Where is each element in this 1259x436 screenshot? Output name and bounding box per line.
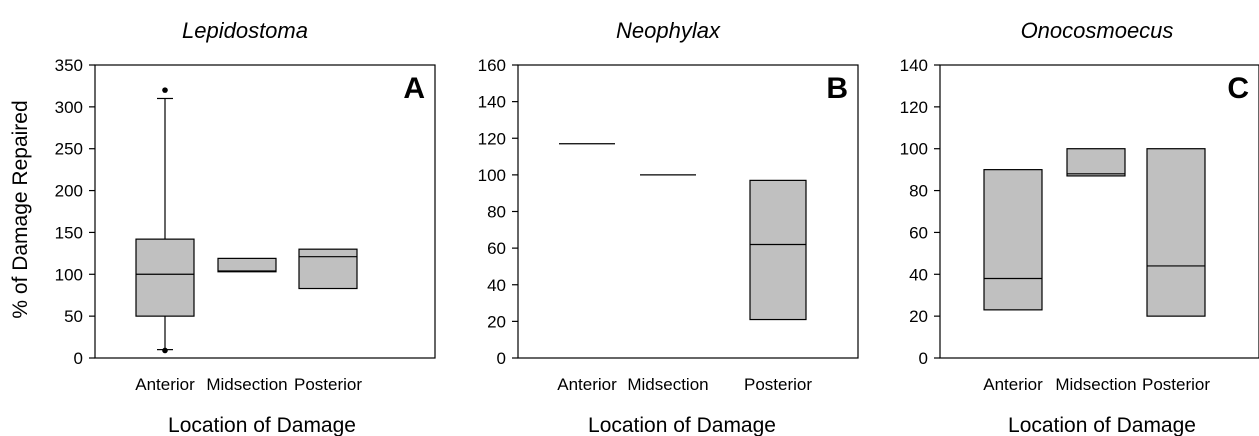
y-tick-label: 80: [487, 203, 506, 222]
x-category-label: Anterior: [983, 375, 1043, 394]
y-tick-label: 100: [478, 166, 506, 185]
box-midsection: [1066, 148, 1126, 177]
box-anterior: [983, 169, 1043, 311]
panel-label: A: [403, 72, 425, 105]
x-category-label: Posterior: [1142, 375, 1210, 394]
y-tick-label: 140: [900, 56, 928, 75]
x-category-label: Anterior: [557, 375, 617, 394]
box-body: [1146, 148, 1206, 317]
plot-frame: [94, 64, 436, 359]
y-tick-label: 60: [487, 239, 506, 258]
y-tick-label: 160: [478, 56, 506, 75]
y-tick-label: 20: [909, 307, 928, 326]
box-body: [983, 169, 1043, 311]
y-tick-label: 0: [919, 349, 928, 368]
y-tick-label: 40: [909, 265, 928, 284]
y-tick-label: 80: [909, 182, 928, 201]
panel-label: B: [826, 72, 848, 105]
y-tick-label: 20: [487, 312, 506, 331]
x-axis-title: Location of Damage: [1008, 414, 1196, 436]
y-tick-label: 60: [909, 223, 928, 242]
panel-title: Lepidostoma: [182, 18, 308, 43]
x-category-label: Anterior: [135, 375, 195, 394]
panel-c: Onocosmoecus C 0 20 40 60 80 100 120 140 Anterior M…: [900, 18, 1259, 436]
box-anterior: [135, 87, 195, 354]
panel-title: Onocosmoecus: [1021, 18, 1174, 43]
y-tick-label: 50: [64, 307, 83, 326]
box-body: [135, 238, 195, 317]
y-tick-label: 0: [74, 349, 83, 368]
box-body: [298, 248, 358, 290]
box-body: [217, 257, 277, 273]
y-tick-label: 250: [55, 140, 83, 159]
x-axis-title: Location of Damage: [588, 414, 776, 436]
plot-frame: [517, 64, 859, 359]
y-tick-label: 120: [478, 129, 506, 148]
outlier-point: [162, 347, 168, 354]
box-posterior: [298, 248, 358, 290]
plot-frame: [939, 64, 1259, 359]
box-midsection: [217, 257, 277, 273]
y-axis-title: % of Damage Repaired: [9, 100, 32, 318]
y-tick-label: 0: [497, 349, 506, 368]
y-tick-label: 120: [900, 98, 928, 117]
y-tick-label: 100: [55, 265, 83, 284]
panel-b: Neophylax B 0 20 40 60 80 100 120 140 160 Anterior M…: [478, 18, 859, 436]
y-tick-label: 350: [55, 56, 83, 75]
box-posterior: [749, 179, 807, 321]
x-category-label: Midsection: [206, 375, 287, 394]
x-category-label: Posterior: [744, 375, 812, 394]
box-body: [1066, 148, 1126, 177]
y-tick-label: 140: [478, 93, 506, 112]
outlier-point: [162, 87, 168, 93]
x-category-label: Midsection: [1055, 375, 1136, 394]
x-category-label: Midsection: [627, 375, 708, 394]
box-body: [749, 179, 807, 321]
x-axis-title: Location of Damage: [168, 414, 356, 436]
panel-label: C: [1227, 72, 1249, 105]
x-category-label: Posterior: [294, 375, 362, 394]
y-tick-label: 40: [487, 276, 506, 295]
y-tick-label: 200: [55, 182, 83, 201]
y-tick-label: 100: [900, 140, 928, 159]
y-tick-label: 300: [55, 98, 83, 117]
box-posterior: [1146, 148, 1206, 317]
panel-a: Lepidostoma A 0 50 100 150 200 250 300 350 Anterio…: [9, 18, 436, 436]
y-tick-label: 150: [55, 223, 83, 242]
panel-title: Neophylax: [616, 18, 721, 43]
